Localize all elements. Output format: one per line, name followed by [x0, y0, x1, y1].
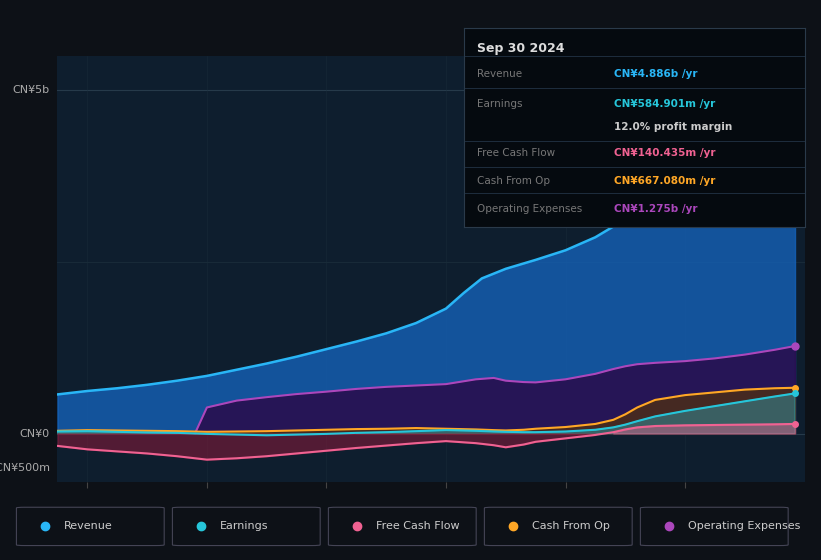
Text: CN¥4.886b /yr: CN¥4.886b /yr [614, 69, 697, 79]
FancyBboxPatch shape [172, 507, 320, 545]
Text: Operating Expenses: Operating Expenses [688, 521, 800, 531]
Text: CN¥667.080m /yr: CN¥667.080m /yr [614, 176, 715, 186]
FancyBboxPatch shape [640, 507, 788, 545]
Text: CN¥0: CN¥0 [20, 428, 50, 438]
Text: Earnings: Earnings [478, 99, 523, 109]
Text: Cash From Op: Cash From Op [532, 521, 610, 531]
FancyBboxPatch shape [16, 507, 164, 545]
Text: Revenue: Revenue [478, 69, 523, 79]
Text: Revenue: Revenue [64, 521, 112, 531]
Text: 12.0% profit margin: 12.0% profit margin [614, 123, 732, 132]
Text: CN¥1.275b /yr: CN¥1.275b /yr [614, 204, 697, 214]
Text: CN¥5b: CN¥5b [13, 85, 50, 95]
FancyBboxPatch shape [328, 507, 476, 545]
Text: Free Cash Flow: Free Cash Flow [478, 148, 556, 158]
Text: Cash From Op: Cash From Op [478, 176, 551, 186]
FancyBboxPatch shape [484, 507, 632, 545]
Text: -CN¥500m: -CN¥500m [0, 463, 50, 473]
Text: Free Cash Flow: Free Cash Flow [376, 521, 460, 531]
Text: CN¥140.435m /yr: CN¥140.435m /yr [614, 148, 715, 158]
Text: Operating Expenses: Operating Expenses [478, 204, 583, 214]
Text: Sep 30 2024: Sep 30 2024 [478, 42, 565, 55]
Text: Earnings: Earnings [220, 521, 268, 531]
Text: CN¥584.901m /yr: CN¥584.901m /yr [614, 99, 715, 109]
